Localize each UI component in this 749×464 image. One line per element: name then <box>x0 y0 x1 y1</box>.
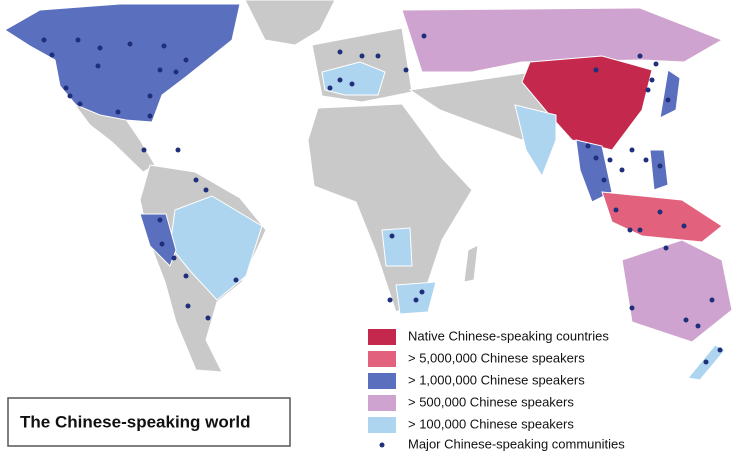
community-dot <box>115 109 121 115</box>
community-dot <box>619 167 625 173</box>
community-dot <box>387 297 393 303</box>
community-dot <box>419 289 425 295</box>
community-dot <box>173 69 179 75</box>
community-dot <box>637 227 643 233</box>
community-dot <box>127 41 133 47</box>
community-dot <box>717 347 723 353</box>
community-dot <box>613 207 619 213</box>
community-dot <box>349 81 355 87</box>
community-dot <box>157 217 163 223</box>
philippines <box>649 149 669 191</box>
community-dot <box>157 67 163 73</box>
community-dot <box>75 37 81 43</box>
community-dot <box>49 52 55 58</box>
title-box <box>7 397 291 447</box>
community-dot <box>63 85 69 91</box>
legend-label: Major Chinese-speaking communities <box>408 436 625 451</box>
community-dot <box>185 303 191 309</box>
community-dot <box>709 297 715 303</box>
community-dot <box>593 155 599 161</box>
community-dot <box>703 359 709 365</box>
legend-swatch <box>368 395 396 411</box>
community-dot <box>183 57 189 63</box>
community-dot <box>337 77 343 83</box>
community-dot <box>159 241 165 247</box>
community-dot <box>585 143 591 149</box>
community-dot <box>627 227 633 233</box>
community-dot <box>359 53 365 59</box>
legend-label: > 100,000 Chinese speakers <box>408 416 574 431</box>
community-dot <box>653 61 659 67</box>
community-dot <box>629 305 635 311</box>
community-dot <box>681 223 687 229</box>
community-dot <box>629 147 635 153</box>
legend-swatch <box>368 417 396 433</box>
community-dot <box>413 297 419 303</box>
community-dot <box>601 177 607 183</box>
community-dot <box>665 97 671 103</box>
australia <box>621 239 733 343</box>
community-dot <box>695 323 701 329</box>
community-dot <box>657 209 663 215</box>
community-dot <box>337 49 343 55</box>
legend-swatch <box>368 373 396 389</box>
legend-swatch <box>368 329 396 345</box>
legend-label: > 500,000 Chinese speakers <box>408 394 574 409</box>
community-dot <box>67 93 73 99</box>
legend-label: Native Chinese-speaking countries <box>408 328 609 343</box>
community-dot <box>389 233 395 239</box>
community-dot <box>205 315 211 321</box>
community-dot <box>607 157 613 163</box>
community-dot <box>375 53 381 59</box>
legend: Native Chinese-speaking countries > 5,000… <box>368 328 625 451</box>
community-dot <box>77 101 83 107</box>
legend-swatch <box>368 351 396 367</box>
community-dot <box>327 85 333 91</box>
community-dot <box>421 33 427 39</box>
community-dot <box>637 53 643 59</box>
community-dot <box>183 273 189 279</box>
india <box>514 104 557 178</box>
angola <box>381 227 413 267</box>
western-europe <box>321 61 386 96</box>
community-dot <box>175 147 181 153</box>
legend-label: > 1,000,000 Chinese speakers <box>408 372 585 387</box>
community-dot <box>663 245 669 251</box>
community-dot <box>171 255 177 261</box>
community-dot <box>193 177 199 183</box>
japan <box>659 69 681 119</box>
community-dot <box>95 63 101 69</box>
community-dot <box>41 37 47 43</box>
community-dot <box>593 67 599 73</box>
community-dot <box>643 157 649 163</box>
legend-label: > 5,000,000 Chinese speakers <box>408 350 585 365</box>
madagascar <box>463 244 479 283</box>
legend-dot <box>379 442 385 448</box>
map-title: The Chinese-speaking world <box>20 412 251 431</box>
community-dot <box>233 277 239 283</box>
community-dot <box>403 67 409 73</box>
community-dot <box>141 147 147 153</box>
community-dot <box>649 77 655 83</box>
community-dots <box>41 33 723 365</box>
community-dot <box>645 87 651 93</box>
southeast-asia <box>575 139 613 203</box>
greenland <box>244 0 336 46</box>
north-america <box>4 3 241 123</box>
community-dot <box>97 45 103 51</box>
community-dot <box>147 113 153 119</box>
community-dot <box>147 93 153 99</box>
community-dot <box>161 43 167 49</box>
community-dot <box>657 163 663 169</box>
community-dot <box>203 187 209 193</box>
china <box>521 55 653 151</box>
community-dot <box>683 317 689 323</box>
